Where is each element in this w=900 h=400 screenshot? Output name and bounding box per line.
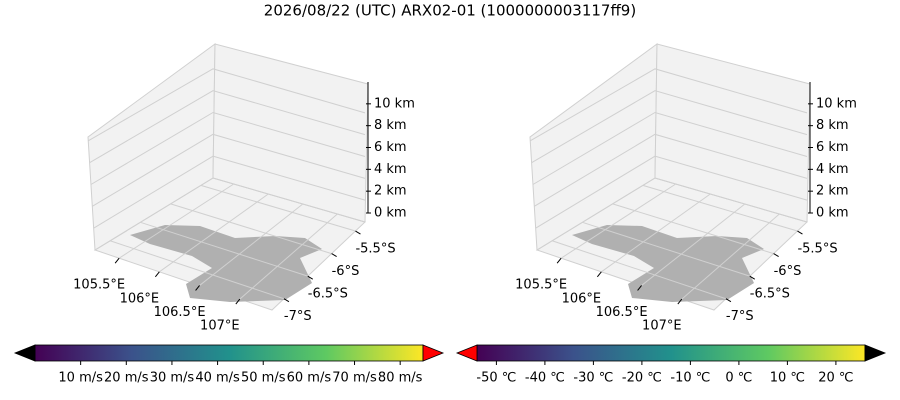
x-grid-line <box>239 213 338 300</box>
colorbar <box>476 344 866 362</box>
z-tick-label: 10 km <box>374 96 415 111</box>
colorbar-tick-label: 30 m/s <box>150 371 195 386</box>
x-tick <box>637 285 642 291</box>
y-grid-line <box>109 240 285 300</box>
x-grid-line <box>118 183 234 259</box>
z-tick-label: 8 km <box>816 118 849 133</box>
colorbar-tick-label: 10 ℃ <box>770 371 805 386</box>
z-tick-label: 2 km <box>374 184 407 199</box>
z-grid-line <box>93 155 366 229</box>
colorbar-tick-label: 60 m/s <box>287 371 332 386</box>
colorbar-tick-label: 50 m/s <box>241 371 286 386</box>
x-tick-label: 106.5°E <box>596 305 648 320</box>
y-tick <box>773 253 779 258</box>
y-tick-label: -7°S <box>726 309 754 324</box>
colorbar-tick-label: -40 ℃ <box>525 371 565 386</box>
y-tick-label: -7°S <box>284 309 312 324</box>
z-grid-line <box>532 111 808 185</box>
y-tick <box>749 275 756 280</box>
z-grid-line <box>92 133 366 207</box>
z-tick-label: 4 km <box>816 162 849 177</box>
colorbar-tick-label: 70 m/s <box>332 371 377 386</box>
x-tick <box>235 298 241 305</box>
x-tick-label: 105.5°E <box>73 278 125 293</box>
y-tick-label: -6°S <box>332 264 360 279</box>
land <box>130 225 322 302</box>
colorbar-tick-label: 40 m/s <box>195 371 240 386</box>
colorbar <box>34 344 424 362</box>
y-tick <box>725 298 732 303</box>
y-grid-line <box>200 184 356 232</box>
z-grid-line <box>535 155 808 229</box>
colorbar-tick-label: 0 ℃ <box>725 371 752 386</box>
z-tick-label: 0 km <box>374 206 407 221</box>
x-tick <box>195 285 200 291</box>
x-tick-label: 107°E <box>200 319 240 334</box>
colorbar-extend-high <box>864 344 887 362</box>
land <box>572 225 764 302</box>
x-tick-label: 106°E <box>562 291 602 306</box>
z-tick-label: 4 km <box>374 162 407 177</box>
x-tick-label: 105.5°E <box>515 278 567 293</box>
colorbar-tick-label: 20 ℃ <box>818 371 853 386</box>
z-grid-line <box>531 90 808 164</box>
y-tick <box>797 230 803 235</box>
y-tick <box>283 298 290 303</box>
y-tick-label: -6.5°S <box>308 287 348 302</box>
z-tick-label: 6 km <box>816 140 849 155</box>
x-tick <box>114 257 120 264</box>
y-grid-line <box>612 203 774 255</box>
z-tick-label: 2 km <box>816 184 849 199</box>
colorbar-tick-label: 10 m/s <box>58 371 103 386</box>
chart-title: 2026/08/22 (UTC) ARX02-01 (1000000003117… <box>264 2 636 20</box>
y-tick-label: -6°S <box>774 264 802 279</box>
z-grid-line <box>534 133 808 207</box>
x-grid-line <box>601 193 711 273</box>
colorbar-extend-low <box>455 344 478 362</box>
x-tick-label: 107°E <box>642 319 682 334</box>
y-grid-line <box>582 221 750 277</box>
colorbar-tick-label: -30 ℃ <box>573 371 613 386</box>
y-grid-line <box>551 240 727 300</box>
x-tick <box>154 271 160 278</box>
colorbar-tick-label: -50 ℃ <box>476 371 516 386</box>
z-grid-line <box>529 68 808 142</box>
z-grid-line <box>94 177 366 251</box>
z-grid-line <box>90 111 366 185</box>
y-tick <box>355 230 361 235</box>
z-tick-label: 0 km <box>816 206 849 221</box>
colorbar-tick-label: 20 m/s <box>104 371 149 386</box>
colorbar-tick-label: -10 ℃ <box>670 371 710 386</box>
colorbar-tick-label: -20 ℃ <box>622 371 662 386</box>
z-tick-label: 10 km <box>816 96 857 111</box>
z-grid-line <box>536 177 808 251</box>
y-tick <box>307 275 314 280</box>
y-grid-line <box>642 184 798 232</box>
y-tick-label: -5.5°S <box>355 242 395 257</box>
x-tick-label: 106°E <box>120 291 160 306</box>
y-grid-line <box>170 203 332 255</box>
y-grid-line <box>140 221 308 277</box>
x-grid-line <box>641 203 746 286</box>
x-tick <box>596 271 602 278</box>
x-grid-line <box>560 183 676 259</box>
x-grid-line <box>199 203 304 286</box>
colorbar-extend-low <box>13 344 36 362</box>
x-tick-label: 106.5°E <box>154 305 206 320</box>
z-grid-line <box>89 90 366 164</box>
colorbar-tick-label: 80 m/s <box>378 371 423 386</box>
z-tick-label: 8 km <box>374 118 407 133</box>
x-grid-line <box>159 193 269 273</box>
z-grid-line <box>87 68 366 142</box>
y-tick-label: -6.5°S <box>750 287 790 302</box>
y-tick <box>331 253 337 258</box>
colorbar-extend-high <box>422 344 445 362</box>
x-tick <box>556 257 562 264</box>
y-tick-label: -5.5°S <box>797 242 837 257</box>
x-tick <box>677 298 683 305</box>
x-grid-line <box>681 213 780 300</box>
z-tick-label: 6 km <box>374 140 407 155</box>
